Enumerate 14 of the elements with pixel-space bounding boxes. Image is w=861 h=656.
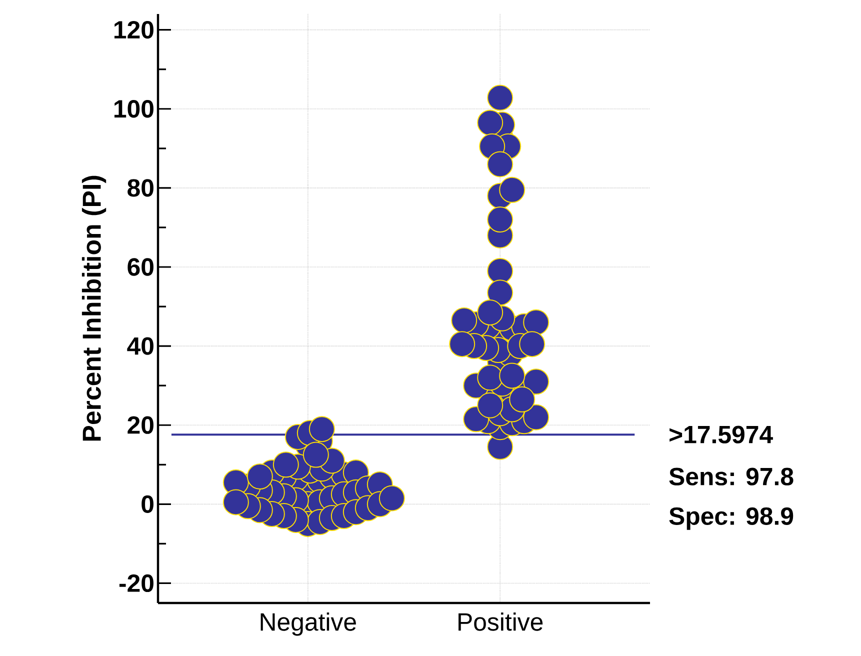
y-tick-label: 20: [128, 416, 154, 434]
y-tick-label: 120: [114, 20, 154, 39]
text: Spec: 98.9: [669, 507, 794, 530]
y-axis-title: Percent Inhibition (PI): [82, 176, 106, 441]
y-tick-label: 40: [127, 337, 154, 355]
y-tick-label: 100: [114, 100, 154, 118]
text: Sens: 97.8: [669, 468, 794, 486]
y-tick-label: -20: [119, 574, 154, 592]
ref-line-label: >17.5974: [670, 426, 773, 444]
x-tick-label: Negative: [260, 612, 356, 636]
y-tick-label: 0: [142, 495, 154, 513]
y-tick-label: 80: [128, 179, 154, 197]
x-tick-label: Positive: [458, 612, 543, 631]
y-tick-label: 60: [128, 258, 154, 276]
